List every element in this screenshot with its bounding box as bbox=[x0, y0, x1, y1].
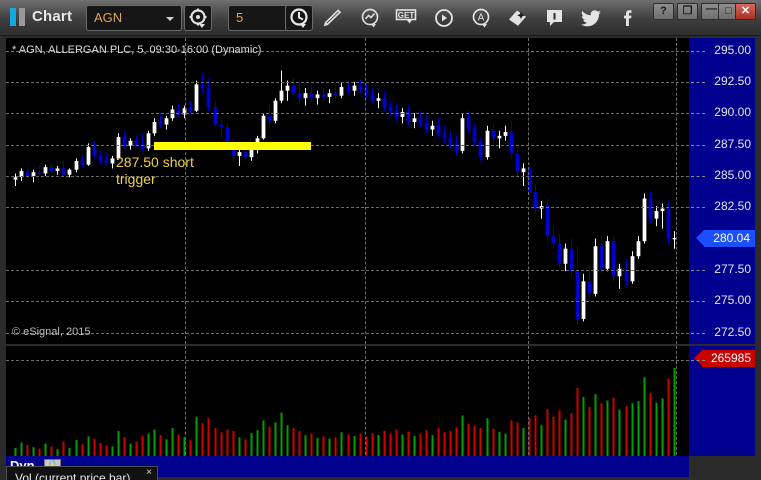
candlestick-plot bbox=[13, 70, 677, 324]
price-axis-tick bbox=[691, 301, 705, 303]
price-gridline bbox=[6, 113, 689, 115]
price-axis-tick bbox=[691, 207, 705, 209]
comment-icon[interactable] bbox=[542, 6, 568, 30]
study-tab-label: Vol (current price bar) bbox=[15, 471, 131, 480]
price-axis-tick bbox=[691, 144, 705, 146]
price-axis-tick bbox=[691, 175, 705, 177]
interval-value: 5 bbox=[236, 10, 244, 25]
symbol-value: AGN bbox=[94, 10, 123, 25]
play-icon[interactable] bbox=[431, 6, 457, 30]
minimize-button[interactable]: — bbox=[701, 3, 722, 20]
copyright-text: © eSignal, 2015 bbox=[12, 326, 91, 338]
vol-vgrid bbox=[676, 346, 677, 470]
get-icon[interactable]: GET bbox=[394, 6, 420, 30]
price-axis-label: 295.00 bbox=[714, 42, 751, 57]
target-icon bbox=[189, 8, 207, 28]
price-vgrid bbox=[676, 38, 677, 344]
trigger-line[interactable] bbox=[154, 141, 311, 150]
price-axis-label: 287.50 bbox=[714, 136, 751, 151]
price-axis-label: 272.50 bbox=[714, 324, 751, 339]
volume-axis[interactable]: 265985 0 bbox=[689, 346, 755, 470]
volume-plot bbox=[14, 368, 676, 462]
chart-logo-icon bbox=[8, 8, 28, 26]
vol-vgrid bbox=[528, 346, 529, 470]
price-axis-tick bbox=[691, 50, 705, 52]
price-vgrid bbox=[528, 38, 529, 344]
volume-top-gridline bbox=[6, 360, 689, 361]
trigger-annotation-label: 287.50 short trigger bbox=[116, 153, 194, 187]
price-axis-tick bbox=[691, 332, 705, 334]
current-price-tag: 280.04 bbox=[696, 229, 755, 247]
symbol-combo[interactable]: AGN bbox=[86, 5, 182, 31]
price-gridline bbox=[6, 301, 689, 303]
interval-clock-button[interactable] bbox=[285, 5, 313, 31]
volume-pane[interactable] bbox=[6, 346, 689, 470]
price-axis-label: 277.50 bbox=[714, 262, 751, 276]
price-axis-label: 285.00 bbox=[714, 167, 751, 182]
toolbar: Chart AGN 5 bbox=[0, 0, 761, 36]
close-button[interactable]: ✕ bbox=[735, 3, 756, 20]
price-gridline bbox=[6, 50, 689, 52]
symbol-search-button[interactable] bbox=[184, 5, 212, 31]
price-gridline bbox=[6, 81, 689, 83]
facebook-icon[interactable] bbox=[616, 6, 642, 30]
pencil-icon[interactable] bbox=[320, 6, 346, 30]
clock-icon bbox=[290, 8, 308, 28]
study-tab-volume[interactable]: Vol (current price bar) × bbox=[6, 466, 158, 480]
minimize-glyph: — bbox=[706, 3, 717, 15]
price-axis-tick bbox=[691, 81, 705, 83]
price-axis-label: 292.50 bbox=[714, 73, 751, 88]
close-glyph: ✕ bbox=[740, 5, 751, 17]
price-gridline bbox=[6, 270, 689, 271]
chart-frame: * AGN, ALLERGAN PLC, 5, 09:30-16:00 (Dyn… bbox=[0, 36, 761, 480]
price-gridline bbox=[6, 207, 689, 209]
close-icon[interactable]: × bbox=[146, 467, 152, 478]
price-gridline bbox=[6, 144, 689, 146]
maximize-glyph: □ bbox=[725, 5, 732, 17]
price-vgrid bbox=[185, 38, 186, 344]
diamond-icon[interactable] bbox=[505, 6, 531, 30]
price-gridline bbox=[6, 332, 689, 334]
price-axis-label: 282.50 bbox=[714, 199, 751, 214]
price-axis-label: 290.00 bbox=[714, 105, 751, 120]
help-button[interactable]: ? bbox=[653, 3, 674, 20]
vol-vgrid bbox=[185, 346, 186, 470]
restore-glyph: ❐ bbox=[682, 5, 693, 17]
trendline-icon[interactable] bbox=[357, 6, 383, 30]
price-gridline bbox=[6, 175, 689, 177]
current-volume-tag: 265985 bbox=[693, 350, 755, 367]
svg-text:A: A bbox=[478, 13, 485, 24]
window-title: Chart bbox=[32, 8, 73, 25]
chart-header-text: * AGN, ALLERGAN PLC, 5, 09:30-16:00 (Dyn… bbox=[12, 44, 262, 56]
price-axis[interactable]: 295.00 292.50 290.00 287.50 285.00 282.50 277.… bbox=[689, 38, 755, 344]
svg-text:GET: GET bbox=[398, 11, 415, 20]
price-pane[interactable]: * AGN, ALLERGAN PLC, 5, 09:30-16:00 (Dyn… bbox=[6, 38, 689, 344]
volume-axis-tick bbox=[691, 360, 705, 361]
price-axis-tick bbox=[691, 270, 705, 271]
annotation-icon[interactable]: A bbox=[468, 6, 494, 30]
maximize-button[interactable]: □ bbox=[718, 3, 739, 20]
help-glyph: ? bbox=[660, 5, 667, 17]
price-axis-label: 275.00 bbox=[714, 293, 751, 308]
twitter-icon[interactable] bbox=[579, 6, 605, 30]
price-axis-tick bbox=[691, 113, 705, 115]
price-vgrid bbox=[365, 38, 366, 344]
restore-button[interactable]: ❐ bbox=[677, 3, 698, 20]
chevron-down-icon bbox=[166, 17, 174, 21]
vol-vgrid bbox=[365, 346, 366, 470]
